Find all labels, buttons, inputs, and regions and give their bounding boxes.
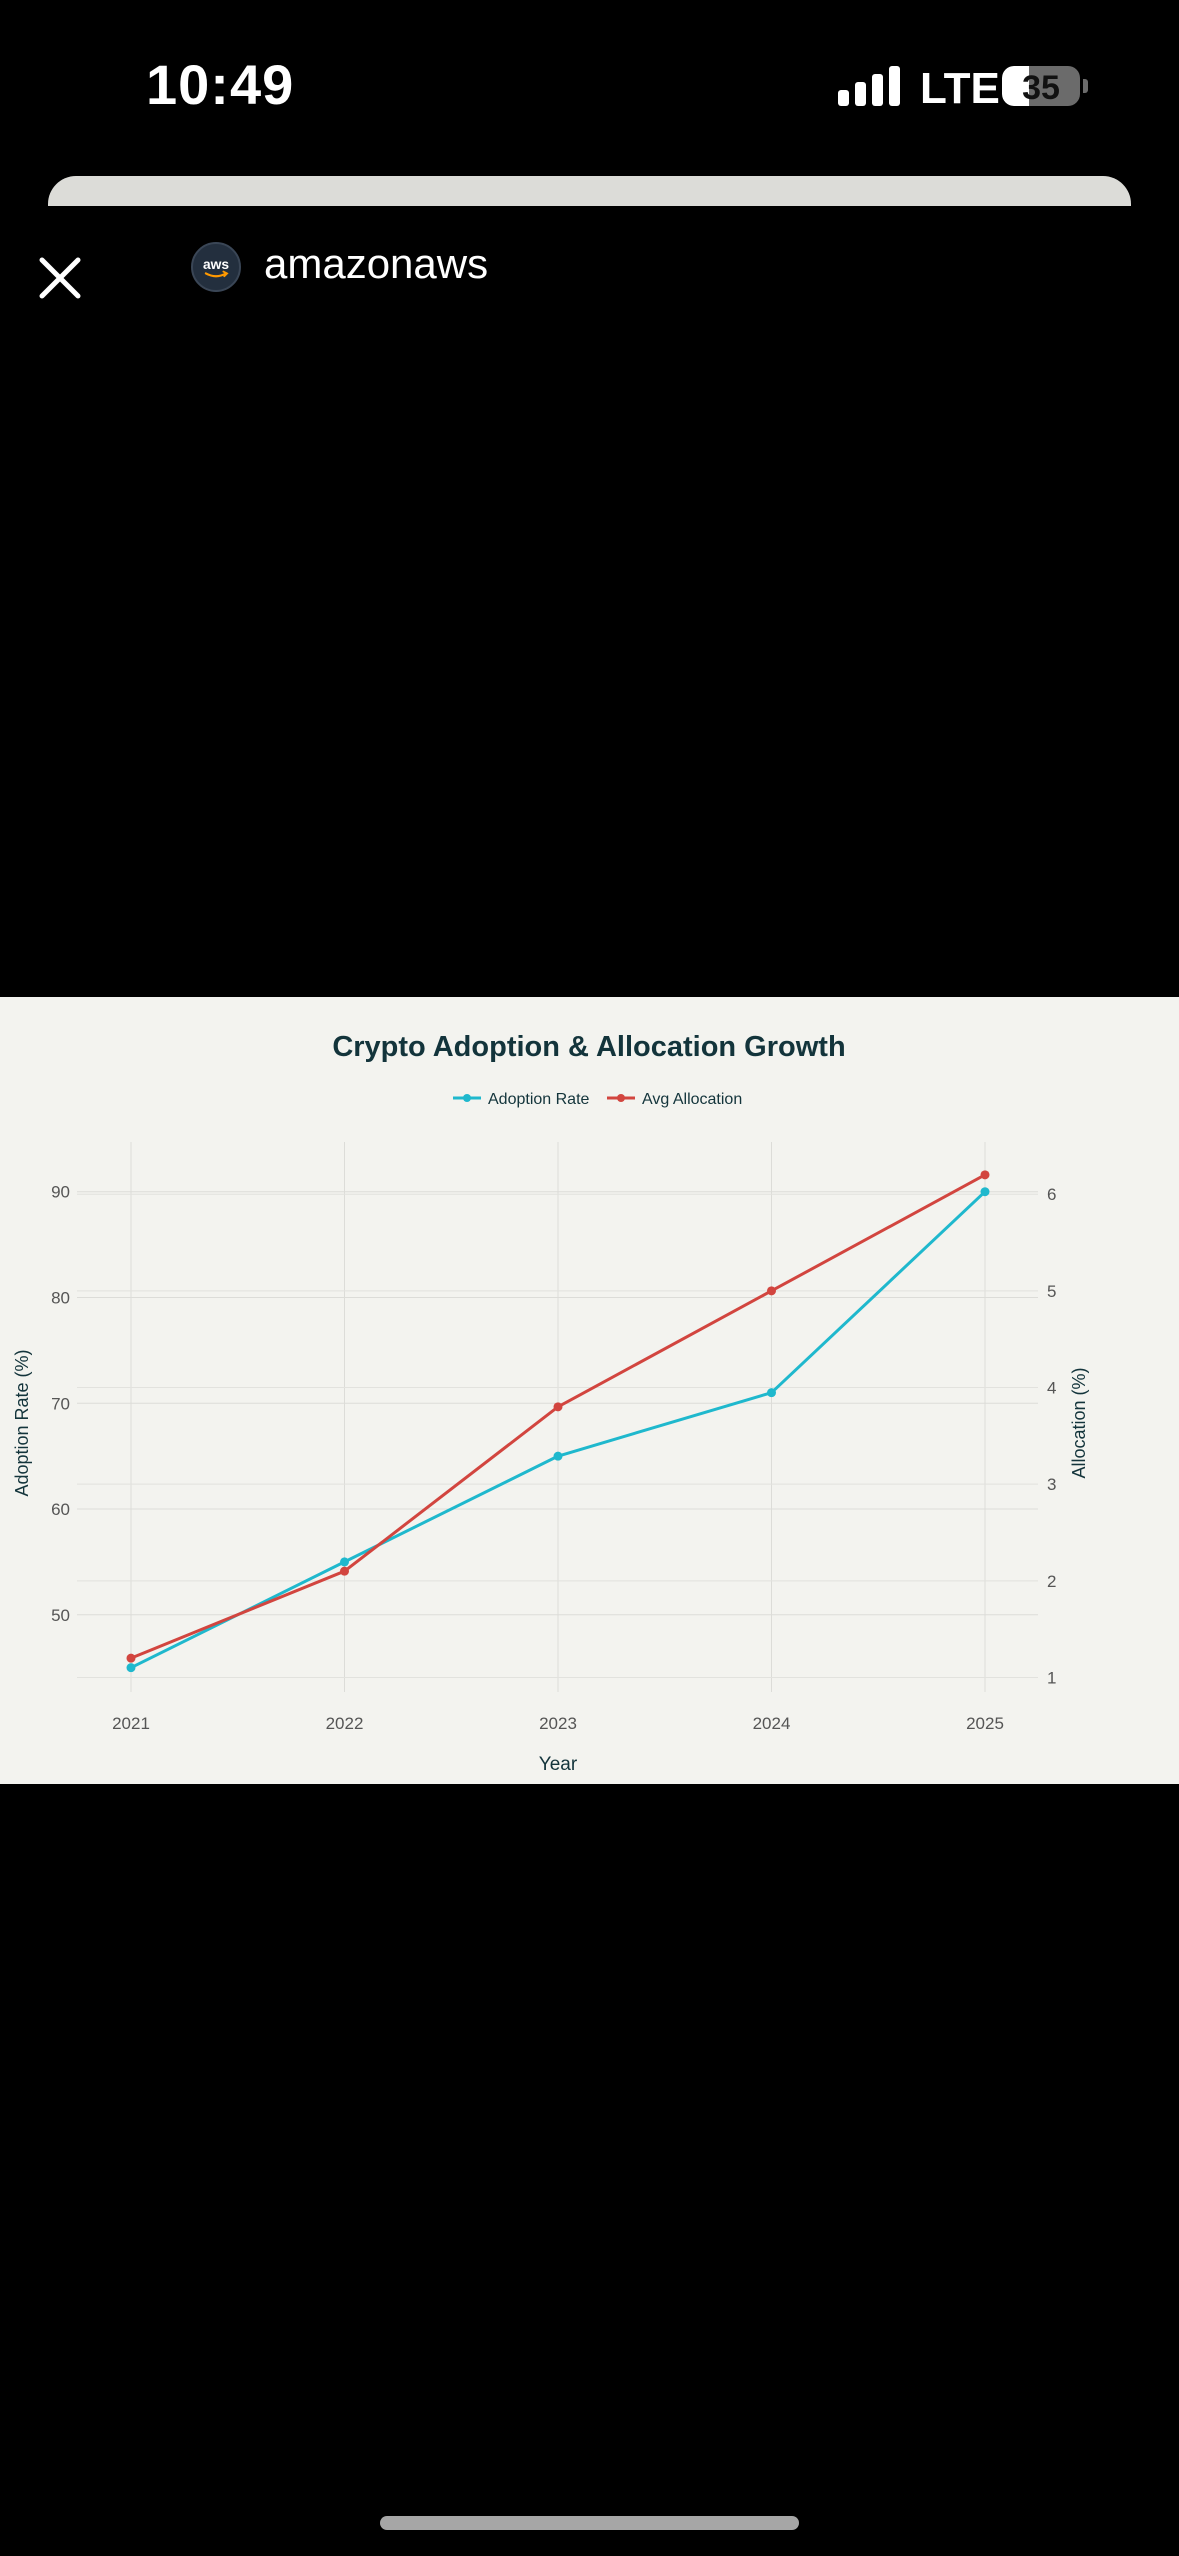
data-point <box>126 1653 136 1663</box>
site-name: amazonaws <box>264 240 489 287</box>
home-indicator[interactable] <box>380 2516 799 2530</box>
y-tick-label: 80 <box>51 1288 70 1307</box>
y-tick-label: 50 <box>51 1606 70 1625</box>
aws-logo-text: aws <box>203 257 229 272</box>
legend-marker <box>463 1094 471 1102</box>
x-tick-label: 2025 <box>966 1714 1004 1733</box>
legend-label: Avg Allocation <box>642 1091 742 1108</box>
y-tick-label: 60 <box>51 1500 70 1519</box>
y-tick-label: 90 <box>51 1183 70 1202</box>
chart-panel: 2021 2022 2023 2024 2025 50 60 70 80 90 1 2 3 4 5 6 Cry… <box>0 997 1179 1784</box>
status-bar: 10:49 LTE 35 <box>0 0 1179 170</box>
data-point <box>126 1663 136 1673</box>
legend-label: Adoption Rate <box>488 1091 590 1108</box>
y2-tick-label: 1 <box>1047 1669 1056 1688</box>
series-layer <box>126 1170 990 1673</box>
network-type: LTE <box>920 64 1000 113</box>
y2-tick-label: 2 <box>1047 1572 1056 1591</box>
status-time: 10:49 <box>146 53 295 116</box>
close-icon[interactable] <box>24 242 96 314</box>
battery-icon: 35 <box>1002 66 1080 106</box>
y2-tick-label: 3 <box>1047 1475 1056 1494</box>
aws-logo-icon: aws <box>191 242 241 292</box>
data-point <box>553 1402 563 1412</box>
signal-icon <box>838 66 900 106</box>
y2-tick-label: 5 <box>1047 1282 1056 1301</box>
data-point <box>980 1187 990 1197</box>
data-point <box>553 1451 563 1461</box>
y-axis-label: Adoption Rate (%) <box>12 1349 32 1496</box>
x-axis-label: Year <box>539 1754 578 1775</box>
x-tick-label: 2023 <box>539 1714 577 1733</box>
y2-axis-label: Allocation (%) <box>1069 1367 1089 1478</box>
chart-title: Crypto Adoption & Allocation Growth <box>332 1031 845 1063</box>
y2-tick-label: 6 <box>1047 1185 1056 1204</box>
battery-cap <box>1083 79 1088 93</box>
y-tick-label: 70 <box>51 1394 70 1413</box>
x-tick-label: 2021 <box>112 1714 150 1733</box>
data-point <box>767 1286 776 1296</box>
browser-header: aws amazonaws <box>0 222 1179 312</box>
data-point <box>340 1566 349 1576</box>
y2-tick-label: 4 <box>1047 1379 1056 1398</box>
data-point <box>980 1170 990 1180</box>
legend-item: Adoption Rate <box>453 1091 590 1108</box>
battery-fill <box>1002 66 1030 106</box>
x-tick-label: 2022 <box>326 1714 364 1733</box>
axis-layer: 2021 2022 2023 2024 2025 50 60 70 80 90 1 2 3 4 5 6 <box>51 1183 1056 1733</box>
legend: Adoption Rate Avg Allocation <box>453 1091 742 1108</box>
legend-marker <box>617 1094 625 1102</box>
legend-item: Avg Allocation <box>607 1091 742 1108</box>
data-point <box>767 1388 776 1398</box>
x-tick-label: 2024 <box>753 1714 791 1733</box>
data-point <box>340 1557 349 1567</box>
line-chart: 2021 2022 2023 2024 2025 50 60 70 80 90 1 2 3 4 5 6 Cry… <box>12 1031 1089 1775</box>
sheet-background-card <box>48 176 1131 206</box>
battery-level: 35 <box>1022 69 1060 106</box>
